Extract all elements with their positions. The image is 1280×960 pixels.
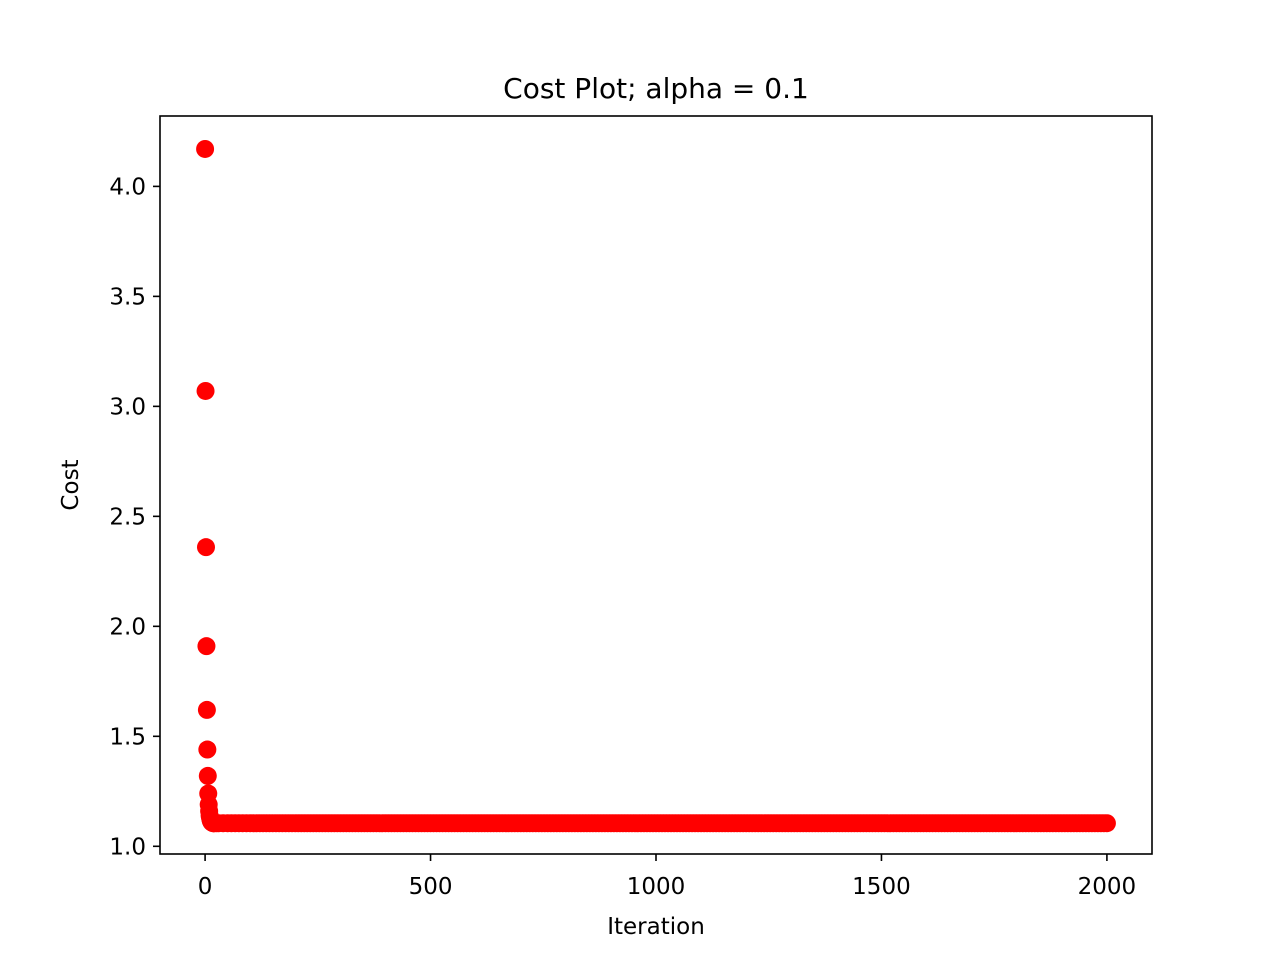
y-tick-label: 1.0: [109, 834, 146, 860]
data-point: [197, 637, 216, 656]
data-point: [197, 700, 216, 719]
y-axis-label: Cost: [58, 459, 84, 510]
y-tick-label: 2.5: [109, 504, 146, 530]
y-tick-label: 1.5: [109, 724, 146, 750]
x-axis-ticks: 0 500 1000 1500 2000: [198, 854, 1136, 900]
y-tick-label: 4.0: [109, 174, 146, 200]
y-tick-label: 2.0: [109, 614, 146, 640]
x-tick-label: 1500: [852, 874, 911, 900]
data-point: [196, 538, 215, 557]
y-axis-ticks: 1.0 1.5 2.0 2.5 3.0 3.5 4.0: [109, 174, 160, 860]
x-tick-label: 0: [198, 874, 213, 900]
data-point: [196, 139, 215, 158]
data-point: [198, 740, 217, 759]
data-point: [198, 766, 217, 785]
data-points: [196, 139, 1116, 833]
data-point: [1094, 814, 1113, 833]
chart-title: Cost Plot; alpha = 0.1: [503, 72, 809, 105]
y-tick-label: 3.5: [109, 284, 146, 310]
data-point: [196, 381, 215, 400]
x-tick-label: 500: [409, 874, 453, 900]
x-tick-label: 1000: [627, 874, 686, 900]
x-axis-label: Iteration: [607, 914, 705, 940]
x-tick-label: 2000: [1078, 874, 1137, 900]
y-tick-label: 3.0: [109, 394, 146, 420]
